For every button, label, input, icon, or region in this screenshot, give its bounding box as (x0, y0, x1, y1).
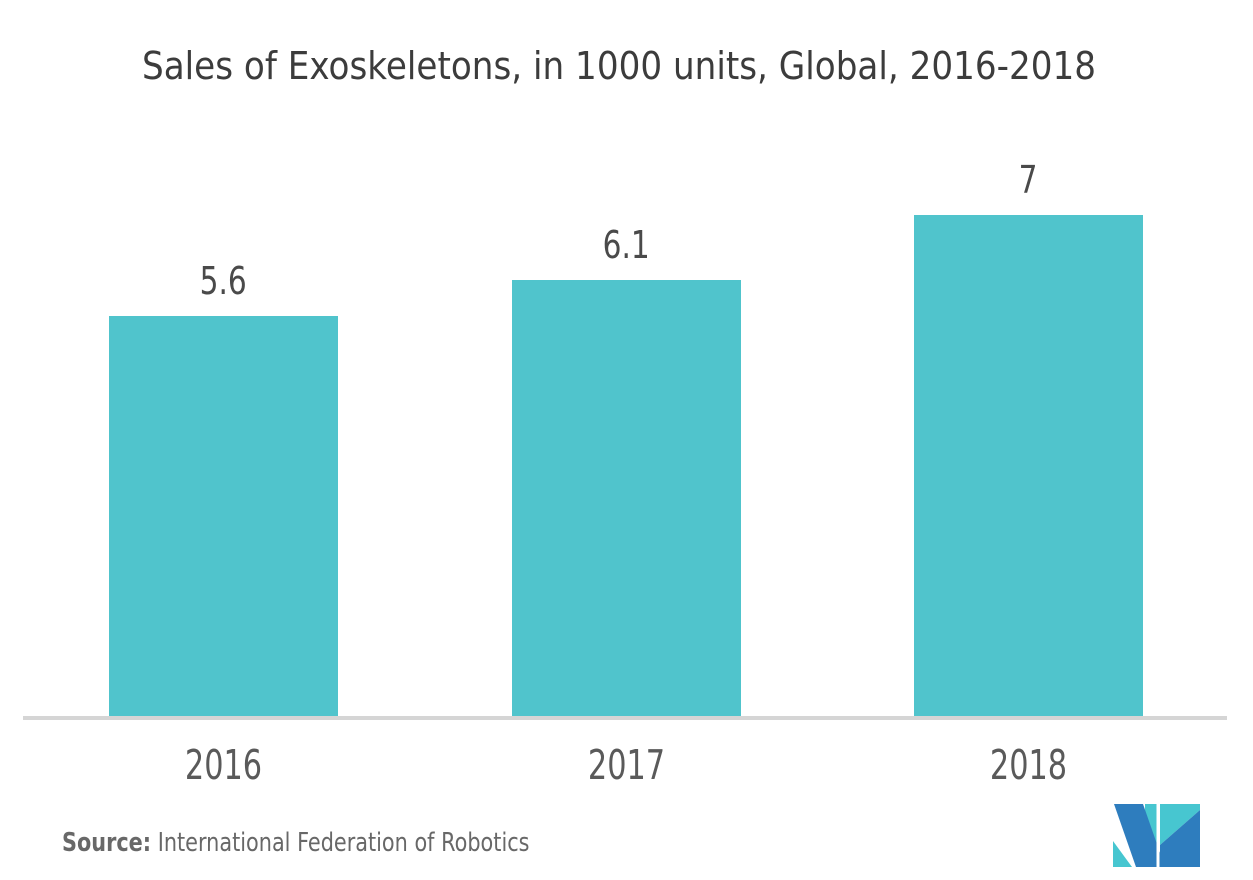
bar-value-label: 5.6 (199, 259, 248, 303)
logo-shape-right-blue (1160, 810, 1200, 867)
logo-shape-right-teal (1160, 804, 1200, 845)
logo-shape-divider-gap (1156, 803, 1160, 868)
bar-column: 7 (914, 161, 1143, 718)
source-line: Source: International Federation of Robo… (62, 828, 530, 858)
chart-title: Sales of Exoskeletons, in 1000 units, Gl… (142, 44, 1097, 88)
source-label: Source: (62, 828, 152, 858)
logo-shape-blue-parallelogram (1114, 804, 1165, 867)
category-row: 2016 2017 2018 (109, 743, 1143, 787)
bar-value-label: 7 (1019, 158, 1038, 202)
category-label: 2016 (184, 741, 263, 789)
category-label: 2018 (989, 741, 1068, 789)
bar (109, 316, 338, 718)
logo-shape-left-teal-sliver (1113, 841, 1132, 867)
bar-column: 6.1 (511, 223, 741, 718)
mordor-intelligence-logo (1113, 803, 1200, 868)
bar-column: 5.6 (109, 262, 338, 718)
bar (914, 215, 1143, 718)
x-axis-line (23, 716, 1227, 720)
bars-row: 5.6 6.1 7 (109, 100, 1143, 718)
category-label: 2017 (587, 741, 665, 789)
bar (511, 280, 741, 718)
bar-value-label: 6.1 (602, 223, 650, 267)
source-text: International Federation of Robotics (157, 828, 530, 858)
